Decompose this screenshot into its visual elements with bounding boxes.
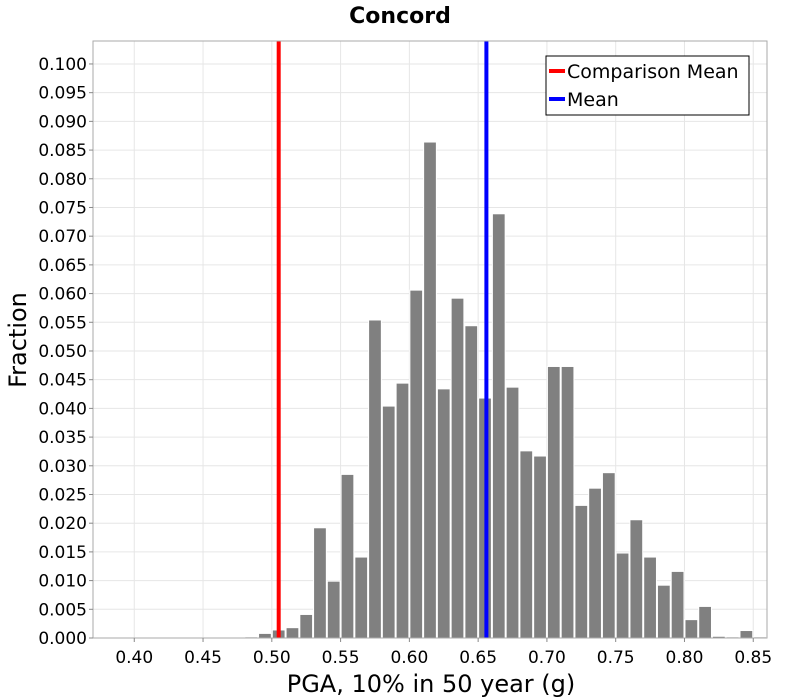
y-tick-label: 0.040: [38, 399, 87, 419]
legend-label-comparison-mean: Comparison Mean: [567, 61, 739, 83]
histogram-bar: [326, 580, 341, 639]
y-tick-label: 0.030: [38, 457, 87, 477]
y-axis-ticks: 0.000 0.005 0.010 0.015 0.020 0.025 0.030 0.035…: [38, 55, 93, 649]
x-axis-ticks: 0.40 0.45 0.50 0.55 0.60 0.65 0.70 0.75 0.80 0.85: [115, 638, 772, 668]
y-tick-label: 0.045: [38, 371, 87, 391]
y-tick-label: 0.060: [38, 285, 87, 305]
histogram-bar: [656, 584, 671, 639]
histogram-bar: [684, 619, 699, 639]
histogram-bar: [368, 319, 382, 639]
histogram-bar: [464, 325, 479, 639]
x-axis-label: PGA, 10% in 50 year (g): [287, 670, 576, 698]
legend-label-mean: Mean: [567, 89, 619, 111]
histogram-bar: [643, 556, 657, 639]
legend-box: [545, 55, 750, 116]
y-tick-label: 0.025: [38, 485, 87, 505]
histogram-bar: [670, 570, 685, 639]
x-tick-label: 0.70: [528, 648, 566, 668]
histogram-bar: [258, 632, 272, 639]
y-tick-label: 0.075: [38, 198, 87, 218]
y-tick-label: 0.085: [38, 141, 87, 161]
histogram-bar: [505, 386, 520, 639]
histogram-bar: [519, 450, 534, 639]
chart-title: Concord: [349, 4, 451, 29]
histogram-bar: [299, 613, 314, 639]
x-tick-label: 0.80: [666, 648, 704, 668]
y-axis-label: Fraction: [4, 292, 32, 388]
y-tick-label: 0.095: [38, 84, 87, 104]
y-tick-label: 0.065: [38, 256, 87, 276]
x-tick-label: 0.55: [322, 648, 360, 668]
histogram-bar: [533, 455, 547, 639]
histogram-bar: [629, 519, 644, 639]
histogram-bar: [423, 141, 437, 639]
histogram-bar: [285, 627, 300, 639]
histogram-bar: [546, 365, 561, 639]
y-tick-label: 0.100: [38, 55, 87, 75]
histogram-bar: [450, 297, 465, 639]
histogram-bar: [588, 487, 602, 639]
y-tick-label: 0.090: [38, 112, 87, 132]
y-tick-label: 0.035: [38, 428, 87, 448]
y-tick-label: 0.005: [38, 600, 87, 620]
x-tick-label: 0.75: [597, 648, 635, 668]
y-tick-label: 0.055: [38, 313, 87, 333]
x-tick-label: 0.65: [459, 648, 497, 668]
y-tick-label: 0.000: [38, 629, 87, 649]
x-tick-label: 0.60: [390, 648, 428, 668]
legend: Comparison Mean Mean: [545, 55, 750, 116]
y-tick-label: 0.015: [38, 543, 87, 563]
histogram-bar: [395, 382, 410, 639]
histogram-bar: [491, 213, 506, 639]
x-tick-label: 0.50: [253, 648, 291, 668]
histogram-bar: [615, 552, 630, 639]
histogram-bar: [436, 388, 451, 639]
histogram-bar: [574, 504, 589, 639]
x-tick-label: 0.85: [734, 648, 772, 668]
plot-area: [92, 40, 768, 639]
histogram-bar: [698, 605, 712, 639]
histogram-bar: [313, 527, 327, 639]
y-tick-label: 0.020: [38, 514, 87, 534]
histogram-bar: [409, 289, 424, 639]
y-tick-label: 0.080: [38, 170, 87, 190]
histogram-bar: [354, 556, 369, 639]
y-tick-label: 0.070: [38, 227, 87, 247]
histogram-bar: [739, 630, 754, 639]
y-tick-label: 0.050: [38, 342, 87, 362]
plot-frame: [92, 40, 768, 639]
y-tick-label: 0.010: [38, 572, 87, 592]
x-tick-label: 0.40: [115, 648, 153, 668]
histogram-bar: [381, 405, 396, 639]
histogram-bar: [560, 365, 575, 639]
reference-lines: [276, 41, 489, 638]
histogram-bar: [340, 473, 355, 639]
bars: [244, 141, 767, 639]
x-tick-label: 0.45: [184, 648, 222, 668]
histogram-bar: [601, 472, 616, 639]
